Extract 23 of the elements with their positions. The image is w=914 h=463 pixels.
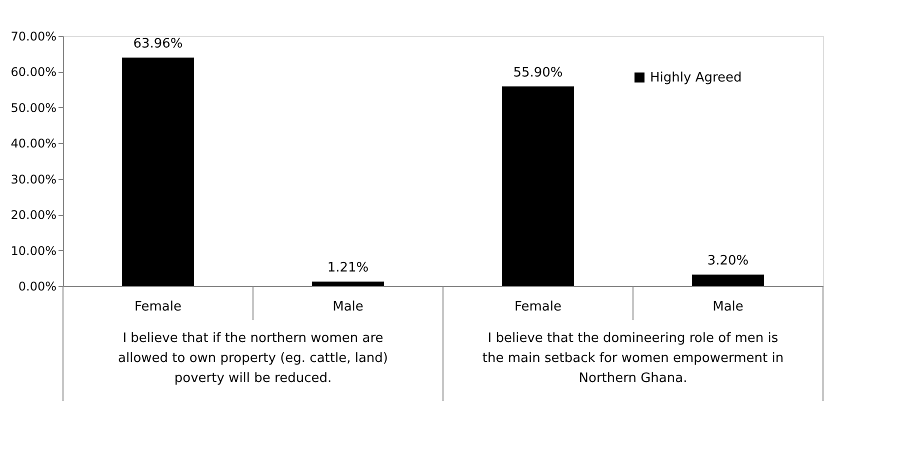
x-tick-label: Male [712,300,744,314]
y-tick-label: 0.00% [18,280,56,294]
y-tick-label: 20.00% [10,208,56,222]
x-tick-label: Female [514,300,562,314]
data-label: 3.20% [707,254,749,269]
data-label: 1.21% [327,260,369,276]
bar [502,86,574,286]
text: I believe that the domineering role of men is the main setback for women empowerment in Northern Ghana. [482,331,784,386]
bar [692,274,764,286]
y-tick-label: 10.00% [10,244,56,258]
data-label: 63.96% [133,36,183,52]
bar [312,282,384,286]
x-tick-label: Male [332,300,364,314]
y-tick-label: 40.00% [10,136,56,151]
y-tick-label: 70.00% [10,30,56,44]
y-tick-label: 30.00% [10,172,56,186]
x-tick-label: Female [134,300,182,314]
text: I believe that if the northern women are allowed to own property (eg. cattle, land) poverty will be reduced. [118,331,388,386]
legend-label: Highly Agreed [650,70,742,86]
y-tick-label: 50.00% [10,100,56,115]
bar [122,58,194,286]
data-label: 55.90% [513,65,563,80]
y-tick-label: 60.00% [10,65,56,80]
